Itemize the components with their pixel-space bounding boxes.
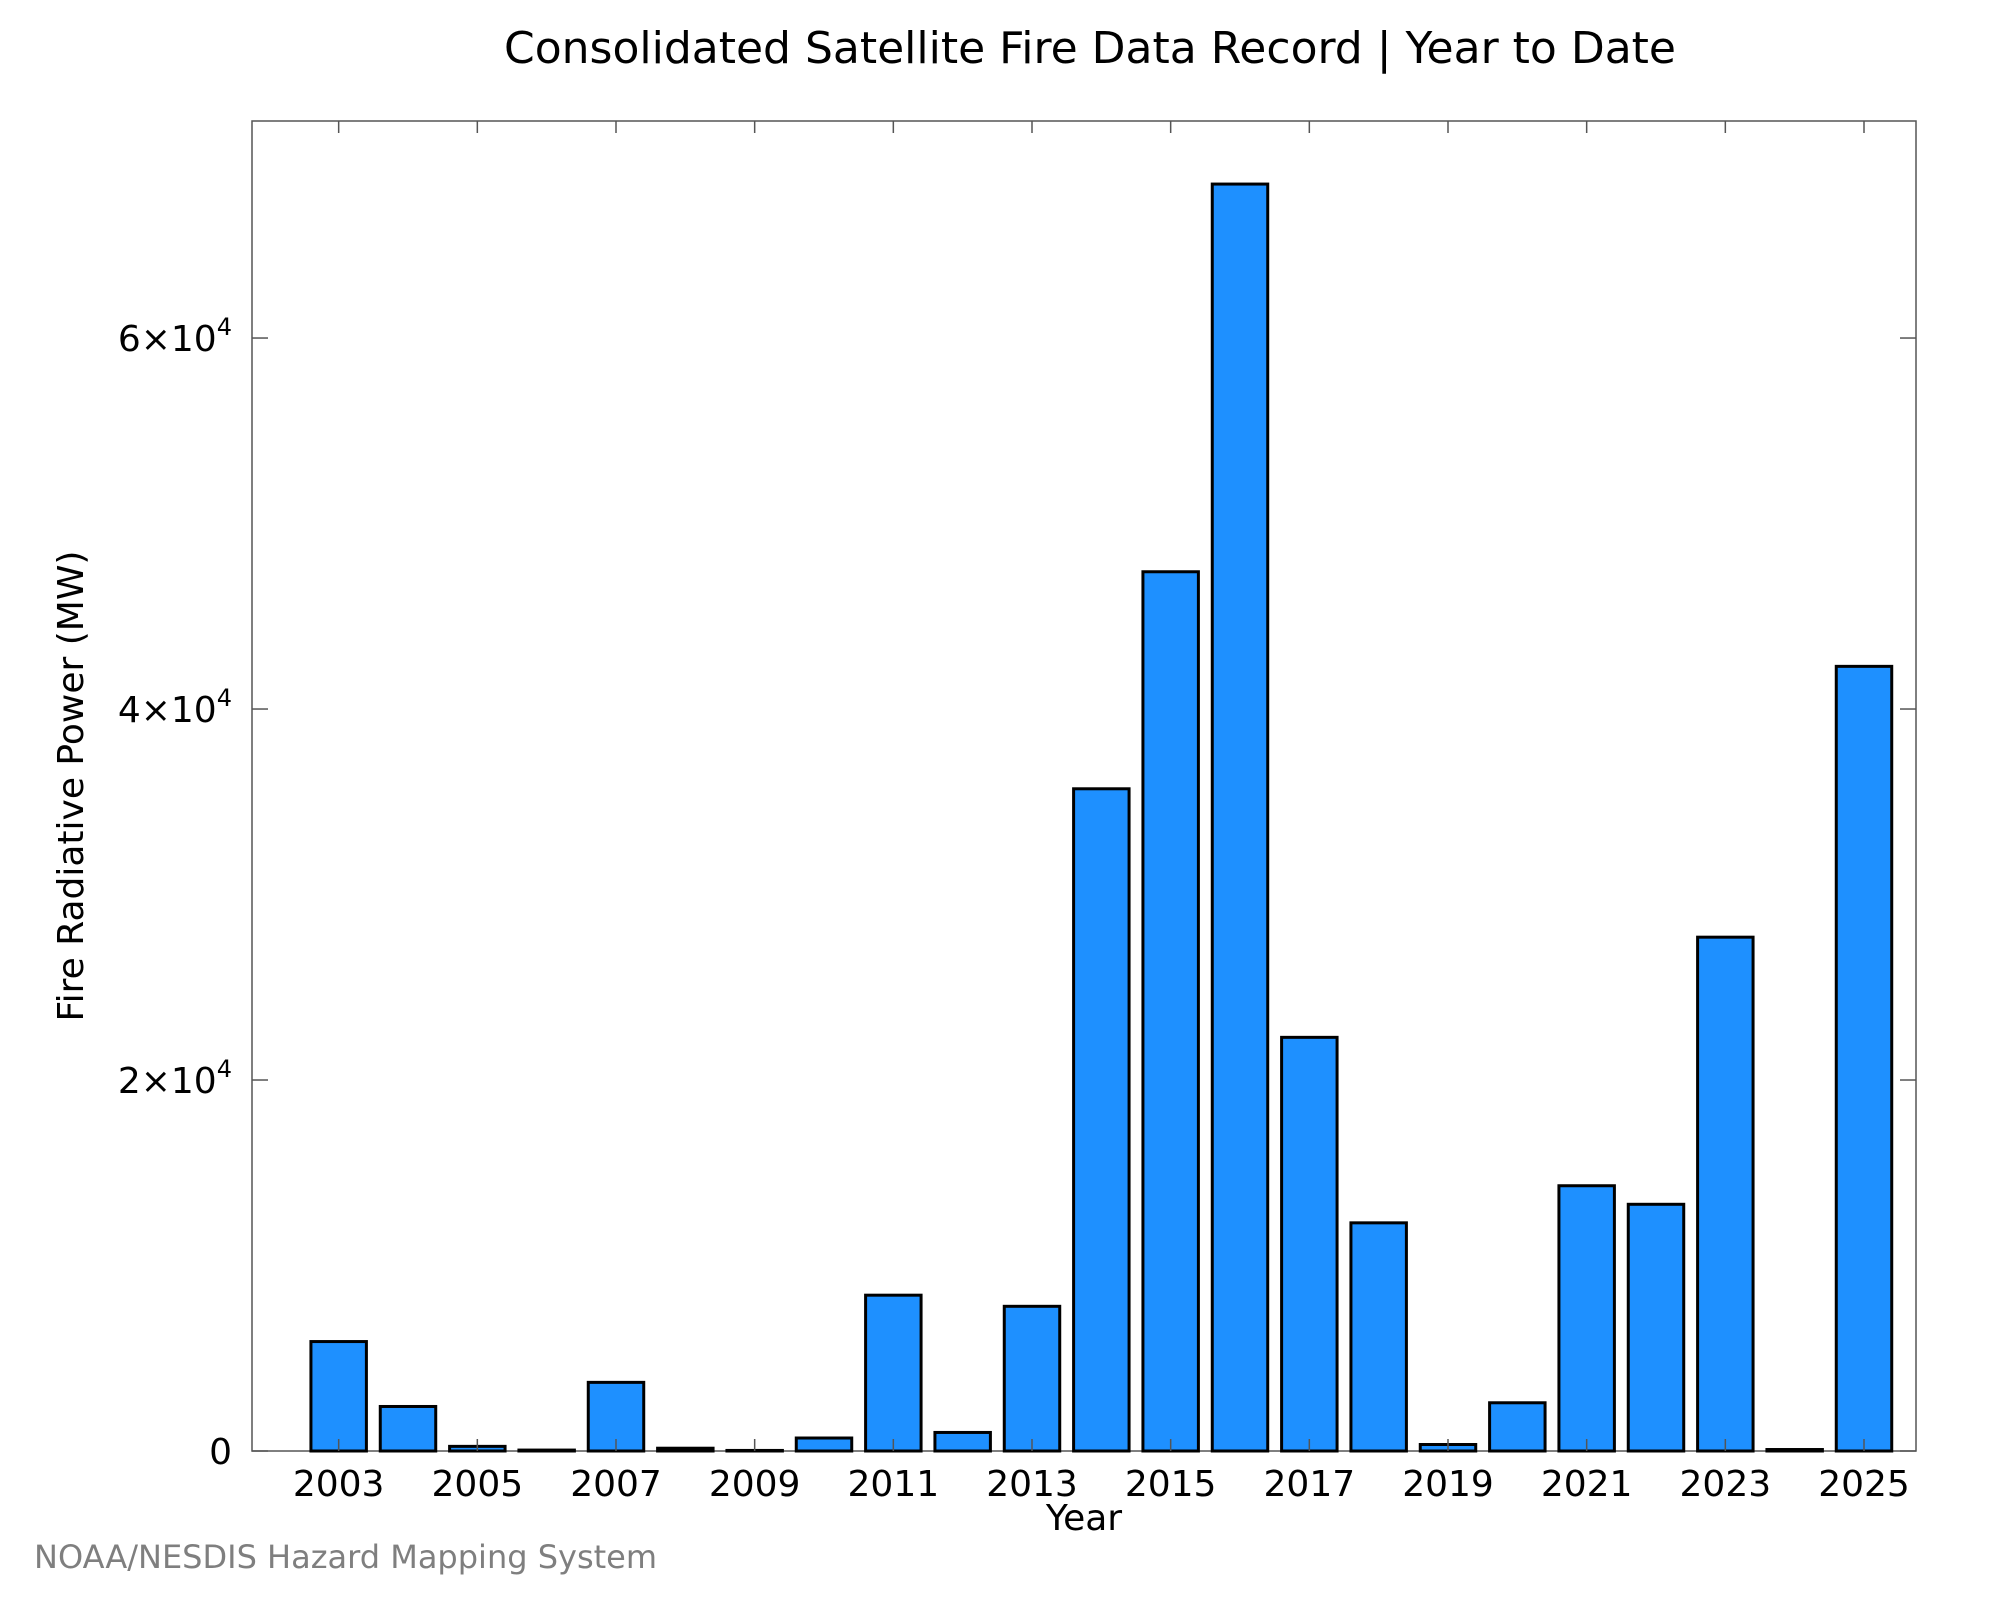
bar-2020 (1488, 1401, 1547, 1453)
bar-2016 (1210, 182, 1270, 1453)
x-tick-label-2025: 2025 (1818, 1464, 1910, 1505)
x-axis-label: Year (1045, 1498, 1122, 1539)
x-axis-ticks: 2003 2005 2007 2009 2011 2013 2015 2017 2019 2021… (293, 121, 1910, 1505)
bar-2021 (1557, 1184, 1616, 1453)
bar-2022 (1626, 1202, 1686, 1453)
bar-2014 (1072, 787, 1131, 1453)
bar-2011 (864, 1293, 923, 1453)
bar-2006 (517, 1448, 576, 1453)
x-tick-label-2015: 2015 (1125, 1464, 1217, 1505)
bar-2010 (794, 1436, 854, 1453)
bar-group (309, 182, 1894, 1453)
x-tick-label-2023: 2023 (1680, 1464, 1772, 1505)
x-tick-label-2003: 2003 (293, 1464, 385, 1505)
bar-2025 (1834, 664, 1894, 1453)
bar-2012 (933, 1430, 992, 1453)
bar-2003 (309, 1340, 368, 1453)
y-tick-label-0: 0 (209, 1432, 232, 1473)
y-axis-label: Fire Radiative Power (MW) (51, 551, 92, 1022)
x-tick-label-2019: 2019 (1402, 1464, 1494, 1505)
chart-title: Consolidated Satellite Fire Data Record … (504, 23, 1676, 74)
y-tick-label-40000: 4×104 (118, 684, 232, 731)
bar-2015 (1141, 570, 1200, 1453)
bar-2018 (1349, 1221, 1408, 1453)
x-tick-label-2009: 2009 (709, 1464, 801, 1505)
x-tick-label-2007: 2007 (570, 1464, 662, 1505)
x-tick-label-2013: 2013 (986, 1464, 1078, 1505)
y-tick-label-20000: 2×104 (118, 1055, 232, 1102)
bar-2013 (1002, 1304, 1062, 1453)
source-credit: NOAA/NESDIS Hazard Mapping System (34, 1538, 658, 1576)
x-tick-label-2011: 2011 (848, 1464, 940, 1505)
bar-2017 (1280, 1035, 1339, 1453)
bar-2023 (1696, 935, 1755, 1453)
bar-2024 (1765, 1448, 1824, 1453)
y-axis-ticks: 0 2×104 4×104 6×104 (118, 313, 1916, 1473)
y-tick-label-60000: 6×104 (118, 313, 232, 360)
x-tick-label-2005: 2005 (432, 1464, 524, 1505)
x-tick-label-2021: 2021 (1541, 1464, 1633, 1505)
bar-2008 (656, 1446, 715, 1453)
bar-2004 (378, 1404, 438, 1453)
x-tick-label-2017: 2017 (1264, 1464, 1356, 1505)
